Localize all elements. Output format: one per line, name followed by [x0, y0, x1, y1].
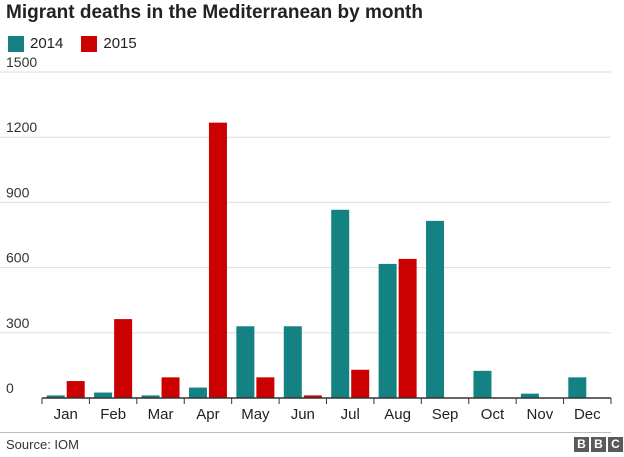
bar-2014-jan: [46, 395, 65, 398]
x-tick-label: Dec: [574, 406, 601, 423]
x-tick-label: Jan: [54, 406, 78, 423]
bar-2015-jun: [303, 395, 322, 398]
y-tick-label: 300: [6, 315, 30, 331]
bar-2015-apr: [208, 122, 227, 398]
bbc-logo: B B C: [572, 437, 623, 452]
bbc-logo-letter: C: [608, 437, 623, 452]
bar-2014-nov: [520, 393, 539, 398]
y-tick-label: 0: [6, 380, 14, 396]
x-tick-label: May: [241, 406, 270, 423]
x-tick-label: Apr: [196, 406, 219, 423]
bar-2014-oct: [473, 370, 492, 398]
legend-item-2015: 2015: [81, 35, 137, 52]
x-tick-label: Aug: [384, 406, 411, 423]
bar-2014-jun: [283, 326, 302, 398]
x-tick-label: Jun: [291, 406, 315, 423]
y-tick-label: 1500: [6, 54, 37, 70]
bar-2015-may: [256, 377, 275, 398]
chart-legend: 2014 2015: [8, 35, 155, 52]
x-tick-label: Jul: [341, 406, 360, 423]
bar-2015-aug: [398, 258, 417, 398]
bbc-logo-letter: B: [591, 437, 606, 452]
bar-2014-aug: [378, 263, 397, 398]
legend-label-2015: 2015: [103, 35, 137, 52]
source-note: Source: IOM: [6, 437, 79, 452]
bar-2015-feb: [114, 319, 133, 398]
bar-2014-sep: [426, 220, 445, 398]
bar-2014-mar: [141, 395, 160, 398]
legend-swatch-2015: [81, 35, 98, 52]
x-tick-label: Nov: [527, 406, 554, 423]
bbc-logo-letter: B: [574, 437, 589, 452]
bar-2015-jul: [351, 369, 370, 398]
legend-item-2014: 2014: [8, 35, 63, 52]
x-tick-label: Sep: [432, 406, 459, 423]
bar-2014-apr: [188, 387, 207, 398]
y-tick-label: 1200: [6, 119, 37, 135]
x-tick-label: Mar: [148, 406, 174, 423]
footer-divider: [0, 432, 611, 433]
bar-2015-jan: [66, 381, 85, 398]
bar-2014-jul: [331, 209, 350, 398]
y-tick-label: 600: [6, 250, 30, 266]
bar-2014-feb: [94, 392, 113, 398]
bar-2015-mar: [161, 377, 180, 398]
legend-swatch-2014: [8, 35, 24, 52]
y-tick-label: 900: [6, 184, 30, 200]
bar-2014-dec: [568, 377, 587, 398]
x-tick-label: Feb: [100, 406, 126, 423]
legend-label-2014: 2014: [30, 35, 64, 52]
chart-title: Migrant deaths in the Mediterranean by m…: [6, 2, 423, 23]
x-tick-label: Oct: [481, 406, 505, 423]
bar-2014-may: [236, 326, 255, 398]
